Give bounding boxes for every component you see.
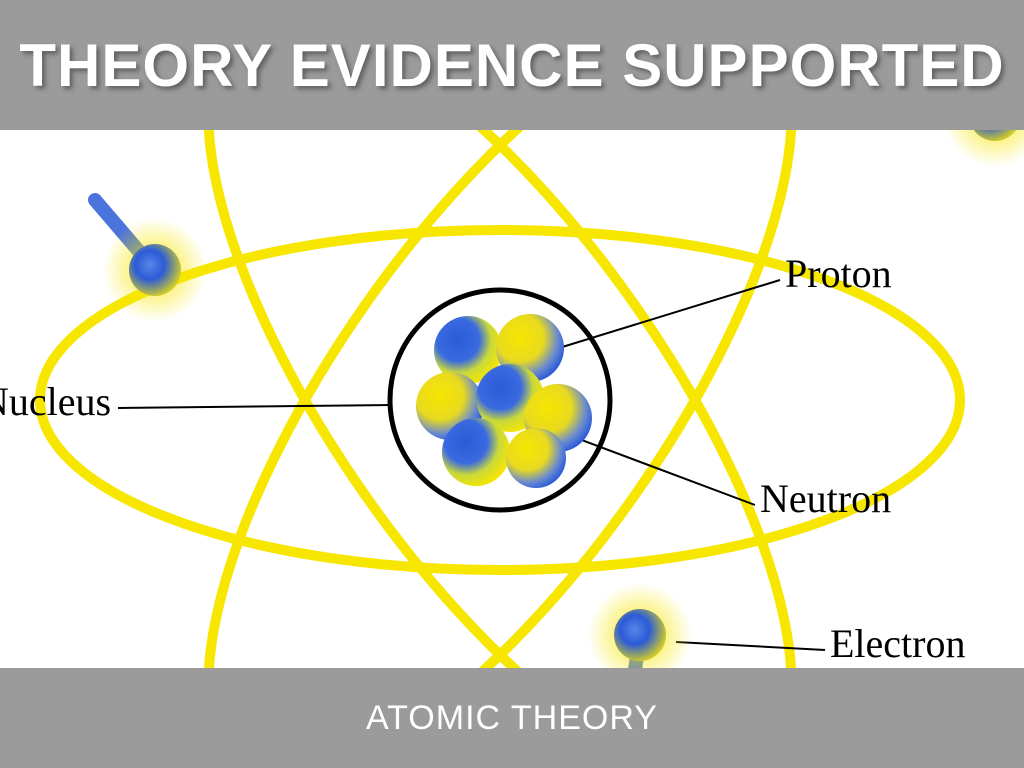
nucleons <box>416 314 592 488</box>
diagram-label-proton: Proton <box>785 250 892 297</box>
atom-svg <box>0 130 1024 668</box>
proton-particle <box>442 418 510 486</box>
electron-particle <box>129 244 181 296</box>
header-band: THEORY EVIDENCE SUPPORTED <box>0 0 1024 130</box>
label-leader-line <box>676 642 825 650</box>
diagram-label-electron: Electron <box>830 620 966 667</box>
slide-title: THEORY EVIDENCE SUPPORTED <box>19 31 1004 100</box>
atom-diagram: Nucleus Proton Neutron Electron <box>0 130 1024 668</box>
diagram-label-nucleus: Nucleus <box>0 378 111 425</box>
footer-band: ATOMIC THEORY <box>0 668 1024 768</box>
diagram-label-neutron: Neutron <box>760 475 891 522</box>
electron-particle <box>614 609 666 661</box>
label-leader-line <box>118 405 390 408</box>
slide-subtitle: ATOMIC THEORY <box>366 699 658 738</box>
neutron-particle <box>506 428 566 488</box>
slide: Nucleus Proton Neutron Electron THEORY EVID… <box>0 0 1024 768</box>
